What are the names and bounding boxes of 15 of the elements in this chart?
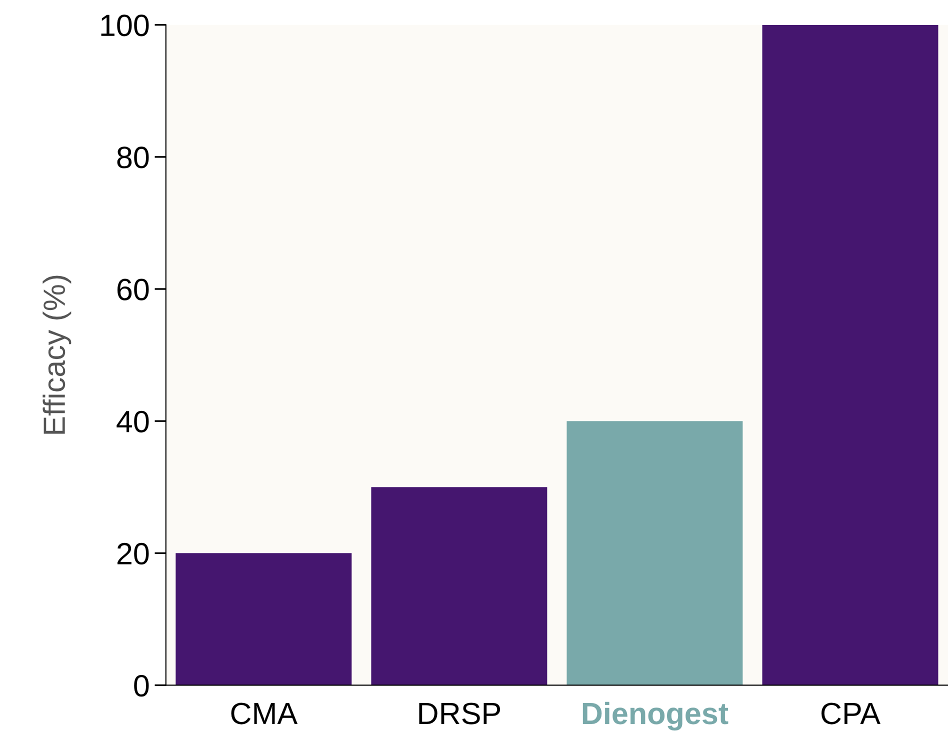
- x-tick-label: CPA: [822, 702, 880, 724]
- y-axis-title: Efficacy (%): [42, 276, 72, 434]
- y-tick-label: 0: [134, 674, 149, 697]
- bar: [371, 487, 548, 686]
- y-tick-label: 60: [117, 278, 149, 300]
- bar: [762, 24, 938, 686]
- bar: [566, 421, 743, 686]
- y-tick-label: 80: [117, 146, 149, 168]
- x-tick-label: CMA: [231, 702, 298, 724]
- y-tick-label: 40: [116, 410, 149, 432]
- x-tick-label: DRSP: [419, 702, 500, 724]
- bar: [176, 553, 352, 686]
- y-tick-label: 100: [101, 14, 149, 36]
- x-tick-label: Dienogest: [582, 702, 728, 731]
- y-tick-label: 20: [117, 542, 149, 565]
